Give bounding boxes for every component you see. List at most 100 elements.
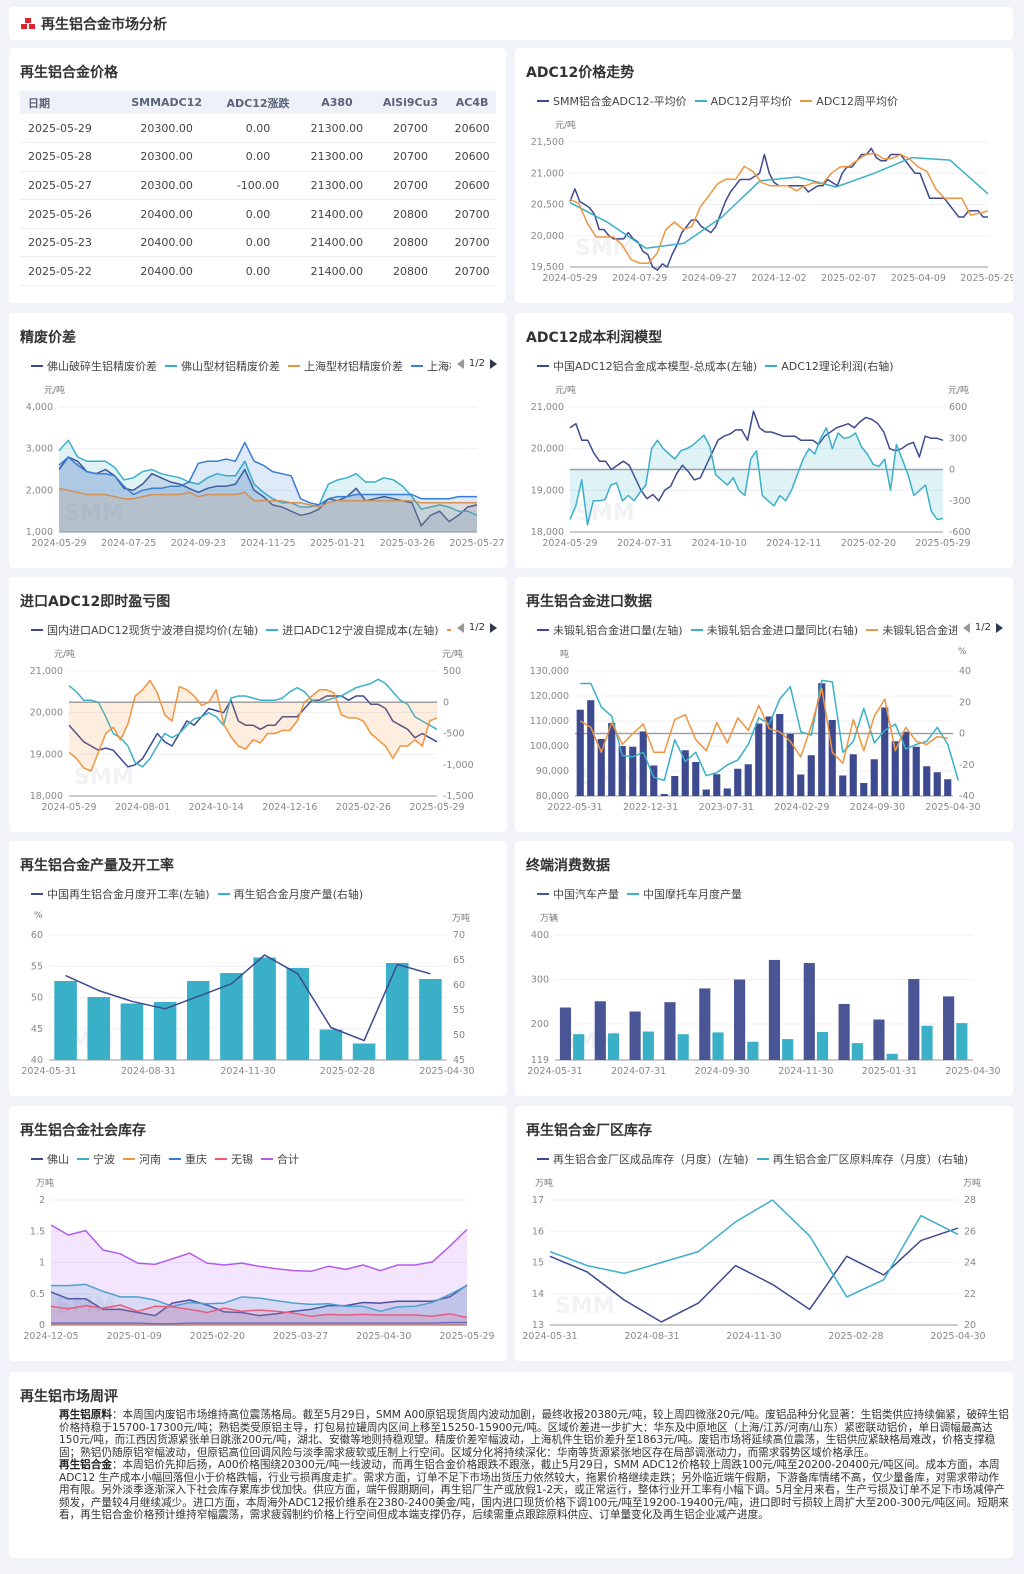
bar[interactable] <box>559 1007 572 1060</box>
series-line[interactable] <box>68 678 438 768</box>
bar[interactable] <box>286 968 310 1060</box>
legend-item[interactable]: 进口ADC12即时盈亏(右轴) <box>446 622 451 638</box>
legend-item[interactable]: 合计 <box>261 1151 299 1167</box>
bar[interactable] <box>873 1019 885 1060</box>
column-header[interactable]: AlSi9Cu3 <box>372 91 449 114</box>
bar[interactable] <box>712 1032 724 1060</box>
bar[interactable] <box>860 783 868 796</box>
column-header[interactable]: 日期 <box>20 91 119 114</box>
legend-item[interactable]: ADC12月平均价 <box>694 93 792 109</box>
bar[interactable] <box>734 979 746 1060</box>
series-line[interactable] <box>50 1224 468 1273</box>
bar[interactable] <box>943 996 955 1060</box>
bar[interactable] <box>734 768 742 796</box>
bar[interactable] <box>908 979 920 1060</box>
series-line[interactable] <box>579 687 948 764</box>
bar[interactable] <box>839 775 847 797</box>
series-line[interactable] <box>65 954 431 1042</box>
bar[interactable] <box>956 1023 968 1060</box>
bar[interactable] <box>870 759 878 796</box>
bar[interactable] <box>702 789 710 797</box>
bar[interactable] <box>419 979 442 1060</box>
legend-item[interactable]: 中国ADC12铝合金成本模型-总成本(左轴) <box>537 358 757 374</box>
column-header[interactable]: SMMADC12 <box>118 91 215 114</box>
bar[interactable] <box>385 963 409 1060</box>
bar[interactable] <box>692 762 700 796</box>
series-line[interactable] <box>68 679 438 772</box>
bar[interactable] <box>744 764 752 796</box>
bar[interactable] <box>807 755 815 796</box>
legend-item[interactable]: 国内进口ADC12现货宁波港自提均价(左轴) <box>31 622 258 638</box>
legend-item[interactable]: 再生铝合金厂区原料库存（月度）(右轴) <box>756 1151 968 1167</box>
bar[interactable] <box>902 731 910 796</box>
legend-item[interactable]: 中国汽车产量 <box>537 886 619 902</box>
bar[interactable] <box>776 714 784 796</box>
legend-item[interactable]: 上海型材铝精废价差 <box>288 358 403 374</box>
bar[interactable] <box>319 1029 343 1061</box>
legend-prev-icon[interactable] <box>962 622 970 633</box>
series-line[interactable] <box>50 1304 468 1319</box>
legend-item[interactable]: ADC12理论利润(右轴) <box>765 358 894 374</box>
legend-item[interactable]: 进口ADC12宁波自提成本(左轴) <box>266 622 439 638</box>
legend-prev-icon[interactable] <box>456 622 464 633</box>
bar[interactable] <box>576 709 584 796</box>
bar[interactable] <box>618 746 626 796</box>
legend-item[interactable]: 重庆 <box>169 1151 207 1167</box>
column-header[interactable]: AC4B <box>448 91 496 114</box>
bar[interactable] <box>768 959 781 1060</box>
bar[interactable] <box>54 981 77 1060</box>
bar[interactable] <box>818 683 826 796</box>
legend-item[interactable]: 宁波 <box>77 1151 115 1167</box>
series-line[interactable] <box>569 156 989 250</box>
bar[interactable] <box>891 741 899 796</box>
bar[interactable] <box>573 1034 585 1060</box>
series-line[interactable] <box>51 1321 467 1325</box>
series-line[interactable] <box>68 695 438 768</box>
bar[interactable] <box>782 1039 794 1060</box>
bar[interactable] <box>786 734 794 796</box>
legend-next-icon[interactable] <box>996 622 1003 633</box>
bar[interactable] <box>803 963 815 1060</box>
legend-next-icon[interactable] <box>490 622 497 633</box>
column-header[interactable]: ADC12涨跌 <box>215 91 302 114</box>
bar[interactable] <box>594 1001 606 1060</box>
bar[interactable] <box>849 754 857 796</box>
bar[interactable] <box>87 997 111 1060</box>
bar[interactable] <box>699 988 711 1060</box>
legend-item[interactable]: 再生铝合金月度产量(右轴) <box>217 886 363 902</box>
series-line[interactable] <box>58 439 478 516</box>
bar[interactable] <box>923 766 931 796</box>
legend-item[interactable]: 佛山破碎生铝精废价差 <box>31 358 157 374</box>
bar[interactable] <box>253 957 276 1061</box>
legend-next-icon[interactable] <box>490 358 497 369</box>
bar[interactable] <box>664 1002 676 1060</box>
series-line[interactable] <box>569 427 944 526</box>
legend-item[interactable]: 佛山 <box>31 1151 69 1167</box>
bar[interactable] <box>921 1025 933 1060</box>
bar[interactable] <box>608 723 616 796</box>
legend-item[interactable]: 河南 <box>123 1151 161 1167</box>
bar[interactable] <box>660 794 668 796</box>
bar[interactable] <box>120 1003 144 1061</box>
bar[interactable] <box>944 779 952 796</box>
bar[interactable] <box>677 1034 689 1060</box>
legend-item[interactable]: 无锡 <box>215 1151 253 1167</box>
bar[interactable] <box>912 746 920 796</box>
bar[interactable] <box>723 788 731 797</box>
bar[interactable] <box>642 1031 654 1060</box>
bar[interactable] <box>797 774 805 797</box>
bar[interactable] <box>886 1053 898 1060</box>
series-line[interactable] <box>51 1283 468 1313</box>
legend-item[interactable]: 未锻轧铝合金进口量(左轴) <box>537 622 683 638</box>
legend-item[interactable]: 上海机件生铝精废价差 <box>411 358 451 374</box>
bar[interactable] <box>587 700 595 796</box>
bar[interactable] <box>597 739 605 796</box>
bar[interactable] <box>747 1041 759 1060</box>
bar[interactable] <box>755 723 763 797</box>
bar[interactable] <box>186 981 210 1060</box>
legend-item[interactable]: 中国再生铝合金月度开工率(左轴) <box>31 886 210 902</box>
column-header[interactable]: A380 <box>301 91 373 114</box>
legend-prev-icon[interactable] <box>456 358 464 369</box>
bar[interactable] <box>681 750 689 796</box>
bar[interactable] <box>629 1011 641 1060</box>
